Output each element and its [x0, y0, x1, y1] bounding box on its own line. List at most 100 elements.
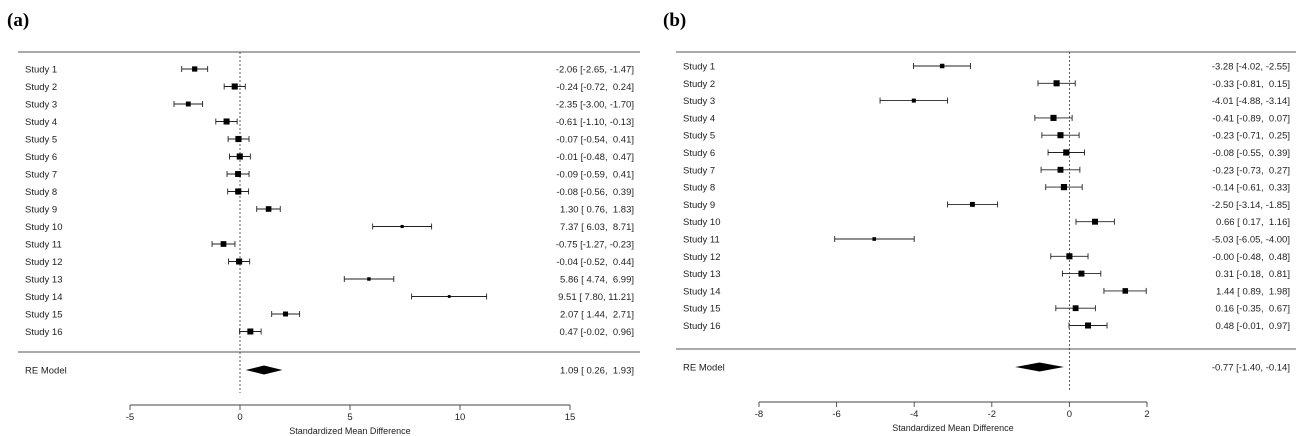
- panel-a-point-estimate: [236, 258, 243, 265]
- panel-a-estimate-text: -0.61 [-1.10, -0.13]: [556, 117, 634, 128]
- panel-a-x-tick-label: 5: [347, 412, 352, 423]
- panel-a-study-label: Study 8: [25, 187, 57, 198]
- panel-a-estimate-text: 5.86 [ 4.74, 6.99]: [560, 275, 634, 286]
- panel-b-study-label: Study 7: [683, 165, 715, 176]
- panel-a-point-estimate: [367, 277, 371, 281]
- panel-a-estimate-text: 7.37 [ 6.03, 8.71]: [560, 222, 634, 233]
- panel-b-study-label: Study 2: [683, 79, 715, 90]
- panel-a-point-estimate: [223, 118, 230, 125]
- panel-a-summary-text: 1.09 [ 0.26, 1.93]: [560, 366, 634, 377]
- panel-b-point-estimate: [969, 201, 975, 207]
- panel-b-point-estimate: [1072, 305, 1079, 312]
- panel-b-study-label: Study 15: [683, 304, 721, 315]
- panel-a-x-tick-label: 15: [565, 412, 576, 423]
- panel-a-study-label: Study 5: [25, 135, 57, 146]
- panel-b-study-label: Study 11: [683, 235, 720, 246]
- panel-a-study-label: Study 9: [25, 205, 57, 216]
- panel-b-point-estimate: [1057, 132, 1064, 139]
- panel-b-study-label: Study 1: [683, 62, 715, 73]
- panel-a-point-estimate: [236, 153, 243, 160]
- panel-a-study-label: Study 14: [25, 292, 63, 303]
- panel-b-study-label: Study 8: [683, 183, 715, 194]
- panel-b-point-estimate: [1060, 184, 1068, 191]
- panel-b-study-label: Study 5: [683, 131, 715, 142]
- panel-b-study-label: Study 14: [683, 286, 721, 297]
- panel-a-estimate-text: -2.06 [-2.65, -1.47]: [556, 65, 634, 76]
- panel-b-estimate-text: 0.16 [-0.35, 0.67]: [1216, 304, 1290, 315]
- panel-a-point-estimate: [192, 66, 198, 72]
- panel-b-x-axis-label: Standardized Mean Difference: [892, 423, 1013, 433]
- panel-label-a: (a): [7, 10, 30, 31]
- panel-b-study-label: Study 13: [683, 269, 721, 280]
- panel-a-study-label: Study 10: [25, 222, 63, 233]
- panel-b-estimate-text: 0.31 [-0.18, 0.81]: [1216, 269, 1290, 280]
- panel-b-estimate-text: -4.01 [-4.88, -3.14]: [1212, 96, 1290, 107]
- panel-a-estimate-text: -2.35 [-3.00, -1.70]: [556, 100, 634, 111]
- panel-b-estimate-text: -0.08 [-0.55, 0.39]: [1212, 148, 1290, 159]
- panel-a-point-estimate: [447, 295, 451, 298]
- panel-b-study-label: Study 3: [683, 96, 715, 107]
- panel-a-study-label: Study 11: [25, 240, 62, 251]
- panel-b-estimate-text: -5.03 [-6.05, -4.00]: [1212, 235, 1290, 246]
- panel-b-estimate-text: -0.00 [-0.48, 0.48]: [1212, 252, 1290, 263]
- panel-b-estimate-text: 1.44 [ 0.89, 1.98]: [1216, 286, 1290, 297]
- panel-a-estimate-text: -0.07 [-0.54, 0.41]: [556, 135, 634, 146]
- panel-a-estimate-text: -0.08 [-0.56, 0.39]: [556, 187, 634, 198]
- panel-b-summary-text: -0.77 [-1.40, -0.14]: [1212, 363, 1290, 374]
- panel-b-point-estimate: [1066, 253, 1073, 260]
- panel-a-summary-diamond: [245, 365, 283, 375]
- panel-b-study-label: Study 6: [683, 148, 715, 159]
- panel-a-estimate-text: 1.30 [ 0.76, 1.83]: [560, 205, 634, 216]
- panel-b-x-tick-label: 2: [1144, 409, 1149, 420]
- panel-a-estimate-text: -0.01 [-0.48, 0.47]: [556, 152, 634, 163]
- panel-b-point-estimate: [1092, 218, 1098, 225]
- panel-a-study-label: Study 4: [25, 117, 57, 128]
- panel-a-point-estimate: [247, 328, 254, 335]
- panel-b-estimate-text: -0.14 [-0.61, 0.33]: [1212, 183, 1290, 194]
- panel-b-estimate-text: -2.50 [-3.14, -1.85]: [1212, 200, 1290, 211]
- panel-b-point-estimate: [1078, 270, 1085, 277]
- panel-b-x-tick-label: -2: [988, 409, 996, 420]
- panel-b-study-label: Study 4: [683, 113, 715, 124]
- panel-a-x-tick-label: -5: [126, 412, 134, 423]
- panel-b-study-label: Study 10: [683, 217, 721, 228]
- panel-b-point-estimate: [1050, 114, 1057, 121]
- panel-b-estimate-text: -0.23 [-0.71, 0.25]: [1212, 131, 1290, 142]
- panel-label-b: (b): [663, 10, 687, 31]
- panel-a-point-estimate: [235, 135, 242, 143]
- panel-b-point-estimate: [1122, 288, 1129, 294]
- panel-a-point-estimate: [231, 83, 238, 90]
- panel-a-estimate-text: -0.04 [-0.52, 0.44]: [556, 257, 634, 268]
- panel-a-study-label: Study 2: [25, 82, 57, 93]
- panel-b-summary-diamond: [1015, 362, 1064, 372]
- panel-b-study-label: Study 12: [683, 252, 721, 263]
- panel-a-x-axis-label: Standardized Mean Difference: [289, 426, 410, 436]
- panel-a-point-estimate: [220, 241, 227, 247]
- panel-a-study-label: Study 1: [25, 65, 57, 76]
- panel-a-point-estimate: [283, 311, 289, 317]
- panel-b-point-estimate: [872, 237, 877, 241]
- panel-a-point-estimate: [235, 171, 241, 177]
- panel-a-study-label: Study 16: [25, 327, 63, 338]
- panel-b-x-tick-label: -8: [755, 409, 763, 420]
- panel-a-summary-label: RE Model: [25, 366, 67, 377]
- panel-b-estimate-text: -0.33 [-0.81, 0.15]: [1212, 79, 1290, 90]
- panel-a-study-label: Study 13: [25, 275, 63, 286]
- panel-a-study-label: Study 15: [25, 310, 63, 321]
- panel-b-point-estimate: [1063, 149, 1070, 156]
- panel-a-point-estimate: [235, 188, 242, 195]
- panel-a-estimate-text: 0.47 [-0.02, 0.96]: [560, 327, 634, 338]
- panel-b-x-tick-label: -4: [910, 409, 918, 420]
- panel-a-estimate-text: -0.24 [-0.72, 0.24]: [556, 82, 634, 93]
- panel-a-estimate-text: 2.07 [ 1.44, 2.71]: [560, 310, 634, 321]
- panel-b-x-tick-label: -6: [832, 409, 840, 420]
- panel-b-estimate-text: 0.48 [-0.01, 0.97]: [1216, 321, 1290, 332]
- panel-b-point-estimate: [1085, 322, 1092, 329]
- panel-a-x-tick-label: 0: [237, 412, 242, 423]
- panel-a-point-estimate: [185, 101, 191, 107]
- panel-b-point-estimate: [1053, 80, 1060, 87]
- panel-b-point-estimate: [911, 98, 916, 103]
- panel-a-study-label: Study 6: [25, 152, 57, 163]
- panel-a-estimate-text: -0.09 [-0.59, 0.41]: [556, 170, 634, 181]
